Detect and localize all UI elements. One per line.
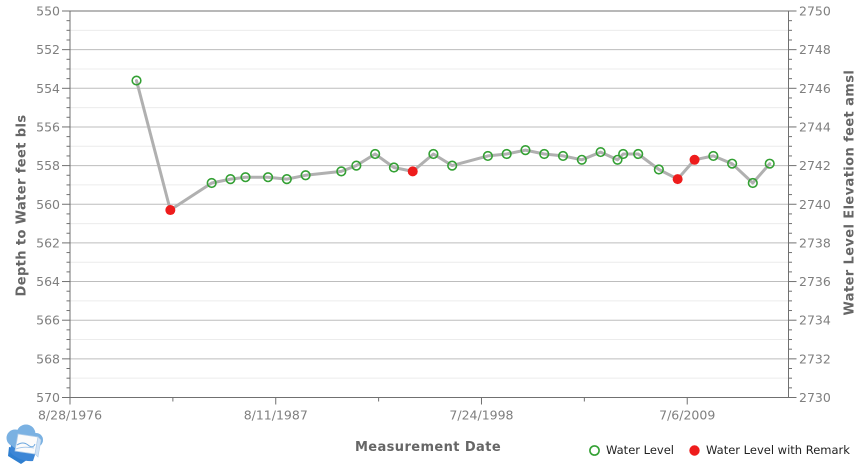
y-axis-left-title: Depth to Water feet bls: [14, 114, 30, 297]
y-axis-right-title: Water Level Elevation feet amsl: [842, 69, 858, 316]
data-point[interactable]: [595, 146, 606, 158]
legend-label: Water Level: [606, 443, 675, 457]
cloud-map-logo-icon: [6, 424, 43, 464]
legend: Water Level Water Level with Remark: [588, 443, 850, 457]
water-level-line: [135, 79, 772, 212]
y-right-tick-label: 2732: [799, 351, 831, 366]
data-point[interactable]: [447, 160, 458, 171]
open-circle-icon: [589, 444, 600, 456]
y-right-tick-label: 2742: [799, 158, 831, 173]
data-point-remark[interactable]: [165, 205, 176, 216]
data-point[interactable]: [370, 148, 381, 160]
y-left-tick-label: 554: [36, 81, 60, 96]
data-point[interactable]: [576, 154, 587, 165]
y-right-tick-label: 2750: [799, 4, 831, 19]
data-point[interactable]: [727, 158, 738, 169]
y-left-tick-label: 556: [36, 119, 60, 134]
data-point[interactable]: [300, 170, 311, 181]
data-point[interactable]: [388, 162, 400, 173]
data-point[interactable]: [206, 177, 217, 189]
data-point[interactable]: [336, 166, 347, 177]
data-point[interactable]: [262, 172, 274, 183]
data-point[interactable]: [764, 158, 775, 169]
data-point[interactable]: [131, 75, 142, 86]
y-right-tick-label: 2738: [799, 235, 831, 250]
x-axis-title: Measurement Date: [354, 440, 502, 455]
y-left-tick-label: 564: [36, 274, 60, 289]
data-point[interactable]: [653, 164, 664, 175]
y-right-tick-label: 2734: [799, 313, 831, 328]
data-point[interactable]: [351, 160, 362, 171]
legend-item-water-level[interactable]: Water Level: [588, 443, 674, 457]
y-left-tick-label: 550: [36, 4, 60, 19]
x-tick-label: 8/28/1976: [38, 408, 102, 423]
data-point[interactable]: [747, 177, 758, 189]
x-tick-label: 7/6/2009: [659, 408, 715, 423]
data-point[interactable]: [281, 174, 292, 185]
data-point[interactable]: [708, 150, 719, 162]
data-point[interactable]: [501, 148, 512, 160]
data-point[interactable]: [520, 145, 531, 156]
data-point[interactable]: [612, 154, 623, 165]
y-left-tick-label: 566: [36, 313, 60, 328]
x-tick-label: 8/11/1987: [244, 408, 308, 423]
y-right-tick-label: 2730: [799, 390, 831, 405]
data-point[interactable]: [225, 174, 236, 185]
data-point-remark[interactable]: [672, 174, 683, 185]
data-point[interactable]: [240, 172, 251, 183]
data-point[interactable]: [557, 150, 569, 162]
data-point[interactable]: [482, 150, 493, 162]
x-tick-label: 7/24/1998: [449, 408, 513, 423]
y-left-tick-label: 552: [36, 42, 60, 57]
y-left-tick-label: 560: [36, 197, 60, 212]
data-point[interactable]: [633, 148, 644, 160]
y-left-tick-label: 568: [36, 351, 60, 366]
legend-label: Water Level with Remark: [706, 443, 850, 457]
y-right-tick-label: 2746: [799, 81, 831, 96]
y-right-tick-label: 2748: [799, 42, 831, 57]
data-point[interactable]: [618, 148, 629, 160]
y-left-tick-label: 558: [36, 158, 60, 173]
y-right-tick-label: 2740: [799, 197, 831, 212]
data-point[interactable]: [539, 148, 550, 160]
legend-item-water-level-remark[interactable]: Water Level with Remark: [688, 443, 850, 457]
data-point-remark[interactable]: [407, 166, 418, 177]
y-left-tick-label: 570: [36, 390, 60, 405]
data-point[interactable]: [428, 148, 439, 160]
filled-circle-icon: [689, 444, 700, 456]
data-point-remark[interactable]: [689, 154, 700, 165]
y-right-tick-label: 2744: [799, 119, 831, 134]
y-right-tick-label: 2736: [799, 274, 831, 289]
y-left-tick-label: 562: [36, 235, 60, 250]
